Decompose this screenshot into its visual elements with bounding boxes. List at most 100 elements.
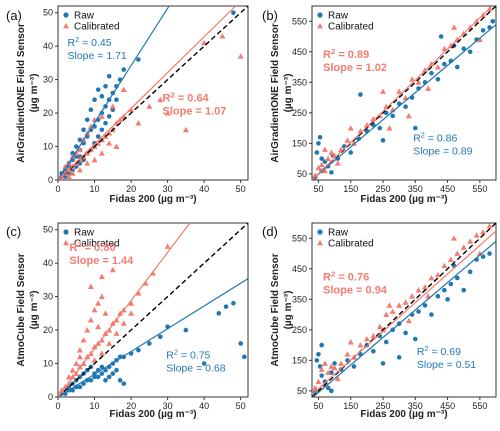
panel-label: (b) <box>262 8 278 23</box>
calibrated-point <box>65 373 72 380</box>
x-tick-label: 0 <box>55 401 60 411</box>
raw-point <box>73 144 79 149</box>
x-tick-label: 0 <box>55 184 60 194</box>
calibrated-fit-line <box>58 223 191 397</box>
calibrated-point <box>473 232 480 238</box>
calibrated-point <box>380 88 387 94</box>
calibrated-point <box>128 310 135 316</box>
legend-calibrated-marker <box>63 240 69 246</box>
calibrated-point <box>106 340 113 346</box>
panel-label: (c) <box>6 224 21 239</box>
raw-point <box>490 18 496 24</box>
calibrated-point <box>106 140 113 146</box>
calibrated-point <box>128 300 135 306</box>
calibrated-point <box>405 112 412 119</box>
calibrated-point <box>318 366 325 372</box>
raw-point <box>383 339 389 345</box>
calibrated-point <box>91 156 98 163</box>
calibrated-fit-line <box>312 6 494 180</box>
raw-point <box>403 330 408 336</box>
legend-calibrated-marker <box>63 23 69 29</box>
raw-point <box>92 97 97 102</box>
x-tick-label: 350 <box>408 401 423 411</box>
raw-fit-line <box>58 278 248 397</box>
calibrated-point <box>312 172 319 178</box>
raw-point <box>81 127 86 133</box>
raw-point <box>106 374 112 380</box>
raw-point <box>183 327 189 333</box>
calibrated-point <box>434 271 441 278</box>
calibrated-point <box>98 113 105 119</box>
calibrated-point <box>98 350 105 356</box>
raw-point <box>92 374 97 380</box>
raw-point <box>95 374 101 380</box>
raw-point <box>454 275 460 281</box>
raw-point <box>103 377 108 383</box>
calibrated-point <box>334 375 341 382</box>
raw-point <box>348 150 354 155</box>
calibrated-point <box>128 106 135 113</box>
calibrated-point <box>164 243 171 249</box>
calibrated-point <box>376 323 383 330</box>
raw-point <box>377 125 383 131</box>
calibrated-point <box>480 229 487 235</box>
x-axis-title: Fidas 200 (µg m⁻³) <box>360 409 447 420</box>
raw-point <box>106 73 112 79</box>
raw-point <box>117 377 123 383</box>
r2-annotation: R2 = 0.80 <box>69 239 115 254</box>
x-tick-label: 150 <box>343 184 358 194</box>
legend-calibrated-label: Calibrated <box>74 239 120 250</box>
legend-calibrated-label: Calibrated <box>328 239 374 250</box>
calibrated-point <box>91 343 98 350</box>
calibrated-point <box>486 223 493 229</box>
r2-annotation: R2 = 0.86 <box>413 130 457 145</box>
raw-point <box>442 287 447 293</box>
calibrated-point <box>76 363 83 370</box>
x-axis-title: Fidas 200 (µg m⁻³) <box>109 409 196 420</box>
calibrated-point <box>98 293 105 300</box>
y-tick-label: 40 <box>43 258 53 268</box>
raw-point <box>319 342 324 348</box>
y-tick-label: 50 <box>297 169 307 179</box>
calibrated-point <box>84 160 91 166</box>
calibrated-point <box>113 330 120 336</box>
calibrated-point <box>109 320 116 326</box>
x-tick-label: 150 <box>343 401 358 411</box>
r2-annotation: R2 = 0.45 <box>68 35 112 50</box>
y-tick-label: 30 <box>43 292 53 302</box>
y-tick-label: 20 <box>43 108 53 118</box>
slope-annotation: Slope = 1.02 <box>323 62 387 74</box>
calibrated-point <box>135 290 142 296</box>
x-tick-label: 40 <box>199 401 209 411</box>
raw-point <box>487 251 492 256</box>
raw-point <box>314 150 320 155</box>
calibrated-point <box>338 360 345 366</box>
calibrated-point <box>451 235 458 241</box>
raw-point <box>88 107 94 113</box>
r2-annotation: R2 = 0.75 <box>166 347 210 362</box>
calibrated-point <box>434 64 441 70</box>
slope-annotation: Slope = 0.89 <box>413 146 472 158</box>
r2-annotation: R2 = 0.69 <box>417 344 461 359</box>
x-axis-title: Fidas 200 (µg m⁻³) <box>360 194 447 205</box>
raw-fit-line <box>312 240 496 397</box>
x-tick-label: 50 <box>236 401 246 411</box>
raw-point <box>442 61 447 67</box>
calibrated-point <box>95 300 102 306</box>
calibrated-point <box>113 143 120 149</box>
calibrated-point <box>157 96 164 103</box>
x-tick-label: 50 <box>313 184 323 194</box>
calibrated-point <box>164 110 171 116</box>
raw-fit-line <box>58 6 170 180</box>
calibrated-point <box>69 367 76 373</box>
calibrated-point <box>76 353 83 360</box>
identity-line <box>58 6 248 180</box>
y-tick-label: 350 <box>292 294 307 304</box>
raw-point <box>201 361 207 366</box>
calibrated-point <box>396 302 403 308</box>
calibrated-point <box>402 299 409 305</box>
legend-raw-label: Raw <box>328 228 349 239</box>
raw-point <box>435 293 441 299</box>
calibrated-fit-line <box>58 6 237 180</box>
